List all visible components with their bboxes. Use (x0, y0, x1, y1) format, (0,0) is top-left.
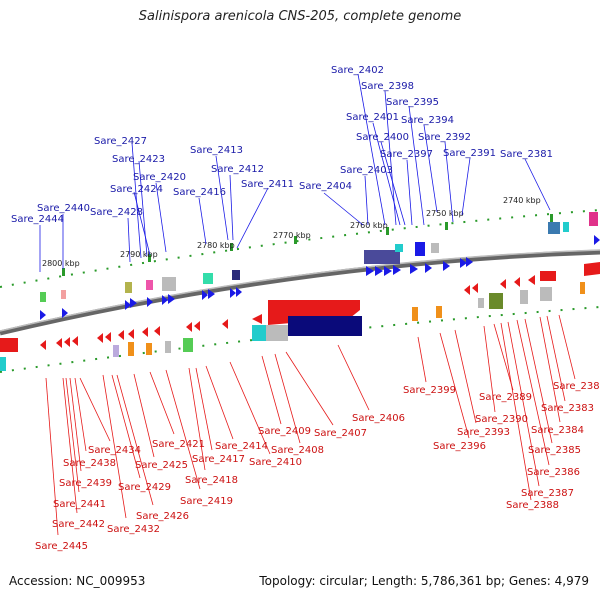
gene-label: Sare_2413 (190, 145, 243, 156)
gene-label: Sare_2384 (531, 425, 584, 436)
gene-label: Sare_2401 (346, 112, 399, 123)
gene-label: Sare_2420 (133, 172, 186, 183)
gene-label: Sare_2393 (457, 427, 510, 438)
genome-backbone (0, 249, 600, 336)
gene-label: Sare_2383 (541, 403, 594, 414)
scale-ticks (62, 214, 553, 276)
scale-label-2740: 2740 kbp (503, 196, 541, 205)
gene-label: Sare_2412 (211, 164, 264, 175)
gene-label: Sare_2417 (192, 454, 245, 465)
gene-label: Sare_2396 (433, 441, 486, 452)
gene-label: Sare_2398 (361, 81, 414, 92)
gene-label: Sare_2402 (331, 65, 384, 76)
gene-label: Sare_2419 (180, 496, 233, 507)
top-leader-lines (39, 73, 551, 272)
gene-label: Sare_2410 (249, 457, 302, 468)
scale-label-2750: 2750 kbp (426, 209, 464, 218)
gene-label: Sare_2445 (35, 541, 88, 552)
gene-label: Sare_2409 (258, 426, 311, 437)
forward-strand-genes (40, 235, 600, 320)
track-line-bottom (0, 306, 600, 373)
scale-label-2780: 2780 kbp (197, 241, 235, 250)
gene-label: Sare_2394 (401, 115, 454, 126)
gene-label: Sare_2428 (90, 207, 143, 218)
gene-label: Sare_2442 (52, 519, 105, 530)
gene-label: Sare_2385 (528, 445, 581, 456)
bottom-gene-labels: Sare_2445 Sare_2442 Sare_2441 Sare_2439 … (35, 381, 600, 552)
gene-label: Sare_2438 (63, 458, 116, 469)
map-title: Salinispora arenicola CNS-205, complete … (138, 9, 462, 24)
gene-label: Sare_2403 (340, 165, 393, 176)
gene-label: Sare_2434 (88, 445, 141, 456)
gene-label: Sare_2387 (521, 488, 574, 499)
gene-label: Sare_2406 (352, 413, 405, 424)
gene-label: Sare_2388 (506, 500, 559, 511)
gene-label: Sare_2404 (299, 181, 352, 192)
genome-backbone-highlight (0, 249, 600, 332)
gene-label: Sare_2414 (215, 441, 268, 452)
gene-label: Sare_2399 (403, 385, 456, 396)
scale-label-2770: 2770 kbp (273, 231, 311, 240)
gene-label: Sare_2439 (59, 478, 112, 489)
gene-label: Sare_2407 (314, 428, 367, 439)
track-line-top (0, 209, 600, 288)
gene-label: Sare_2423 (112, 154, 165, 165)
top-gene-labels: Sare_2444 Sare_2440 Sare_2428 Sare_2427 … (11, 65, 553, 225)
gene-label: Sare_2408 (271, 445, 324, 456)
gene-label: Sare_2441 (53, 499, 106, 510)
gene-label: Sare_2440 (37, 203, 90, 214)
feature-blocks (0, 212, 598, 371)
gene-label: Sare_2416 (173, 187, 226, 198)
gene-label: Sare_2390 (475, 414, 528, 425)
scale-label-2760: 2760 kbp (350, 221, 388, 230)
gene-label: Sare_2424 (110, 184, 163, 195)
scale-label-2800: 2800 kbp (42, 259, 80, 268)
gene-label: Sare_2381 (500, 149, 553, 160)
gene-label: Sare_2429 (118, 482, 171, 493)
scale-label-2790: 2790 kbp (120, 250, 158, 259)
gene-label: Sare_2444 (11, 214, 64, 225)
gene-label: Sare_2397 (380, 149, 433, 160)
gene-label: Sare_2389 (479, 392, 532, 403)
gene-label: Sare_2382 (553, 381, 600, 392)
gene-label: Sare_2391 (443, 148, 496, 159)
scale-labels: 2800 kbp 2790 kbp 2780 kbp 2770 kbp 2760… (42, 196, 541, 268)
gene-label: Sare_2421 (152, 439, 205, 450)
accession-label: Accession: NC_009953 (9, 574, 146, 588)
gene-label: Sare_2386 (527, 467, 580, 478)
gene-label: Sare_2427 (94, 136, 147, 147)
gene-label: Sare_2418 (185, 475, 238, 486)
gene-label: Sare_2432 (107, 524, 160, 535)
gene-label: Sare_2411 (241, 179, 294, 190)
bottom-leader-lines (45, 314, 576, 536)
gene-label: Sare_2400 (356, 132, 409, 143)
gene-label: Sare_2395 (386, 97, 439, 108)
gene-label: Sare_2392 (418, 132, 471, 143)
gene-label: Sare_2425 (135, 460, 188, 471)
gene-label: Sare_2426 (136, 511, 189, 522)
topology-summary: Topology: circular; Length: 5,786,361 bp… (259, 574, 589, 588)
